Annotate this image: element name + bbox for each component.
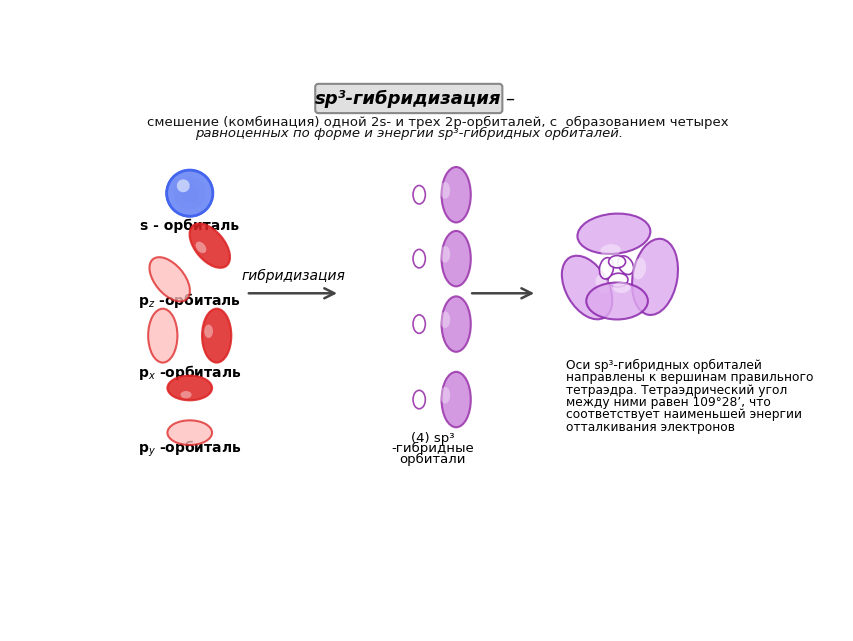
Ellipse shape xyxy=(441,231,470,287)
Circle shape xyxy=(177,179,189,192)
Text: между ними равен 109°28’, что: между ними равен 109°28’, что xyxy=(566,396,770,409)
Ellipse shape xyxy=(439,387,450,403)
Text: гибридизация: гибридизация xyxy=(241,269,345,283)
Circle shape xyxy=(180,184,199,203)
Ellipse shape xyxy=(167,420,212,445)
Text: смешение (комбинация) одной 2s- и трех 2p-орбиталей, с  образованием четырех: смешение (комбинация) одной 2s- и трех 2… xyxy=(147,116,728,129)
Text: направлены к вершинам правильного: направлены к вершинам правильного xyxy=(566,372,813,385)
Ellipse shape xyxy=(618,256,633,274)
Circle shape xyxy=(166,170,212,216)
Circle shape xyxy=(173,177,206,210)
Ellipse shape xyxy=(607,273,627,287)
FancyBboxPatch shape xyxy=(315,84,502,113)
Ellipse shape xyxy=(586,283,647,319)
Ellipse shape xyxy=(180,391,191,399)
Circle shape xyxy=(166,170,212,216)
Text: соответствует наименьшей энергии: соответствует наименьшей энергии xyxy=(566,408,801,421)
Ellipse shape xyxy=(413,249,425,268)
Ellipse shape xyxy=(148,309,177,363)
Ellipse shape xyxy=(439,182,450,199)
Ellipse shape xyxy=(577,213,650,254)
Text: p$_y$ -орбиталь: p$_y$ -орбиталь xyxy=(138,438,241,459)
Text: –: – xyxy=(504,90,513,108)
Ellipse shape xyxy=(441,372,470,428)
Ellipse shape xyxy=(167,376,212,401)
Ellipse shape xyxy=(441,296,470,352)
Text: sp³-гибридизация: sp³-гибридизация xyxy=(315,89,501,108)
Text: -гибридные: -гибридные xyxy=(391,442,473,455)
Ellipse shape xyxy=(189,224,229,268)
Ellipse shape xyxy=(612,282,630,293)
Ellipse shape xyxy=(413,185,425,204)
Ellipse shape xyxy=(599,258,612,279)
Ellipse shape xyxy=(202,309,231,363)
Text: орбитали: орбитали xyxy=(398,453,465,466)
Ellipse shape xyxy=(632,258,646,279)
Ellipse shape xyxy=(631,238,677,315)
Text: Оси sp³-гибридных орбиталей: Оси sp³-гибридных орбиталей xyxy=(566,359,761,372)
Ellipse shape xyxy=(413,315,425,333)
Ellipse shape xyxy=(204,324,212,338)
Ellipse shape xyxy=(439,312,450,328)
Text: p$_z$ -орбиталь: p$_z$ -орбиталь xyxy=(138,292,241,310)
Text: (4) sp³: (4) sp³ xyxy=(410,431,454,445)
Ellipse shape xyxy=(441,167,470,222)
Text: s - орбиталь: s - орбиталь xyxy=(140,219,239,233)
Text: отталкивания электронов: отталкивания электронов xyxy=(566,420,734,434)
Circle shape xyxy=(166,170,212,216)
FancyBboxPatch shape xyxy=(106,74,769,574)
Ellipse shape xyxy=(600,244,620,256)
Ellipse shape xyxy=(439,246,450,263)
Ellipse shape xyxy=(608,256,625,268)
Ellipse shape xyxy=(561,256,612,319)
Text: тетраэдра. Тетраэдрический угол: тетраэдра. Тетраэдрический угол xyxy=(566,384,786,397)
Text: p$_x$ -орбиталь: p$_x$ -орбиталь xyxy=(138,363,241,382)
Ellipse shape xyxy=(149,257,189,301)
Text: равноценных по форме и энергии sp³-гибридных орбиталей.: равноценных по форме и энергии sp³-гибри… xyxy=(194,126,623,140)
Ellipse shape xyxy=(595,276,609,294)
Ellipse shape xyxy=(413,390,425,409)
Ellipse shape xyxy=(195,242,206,253)
